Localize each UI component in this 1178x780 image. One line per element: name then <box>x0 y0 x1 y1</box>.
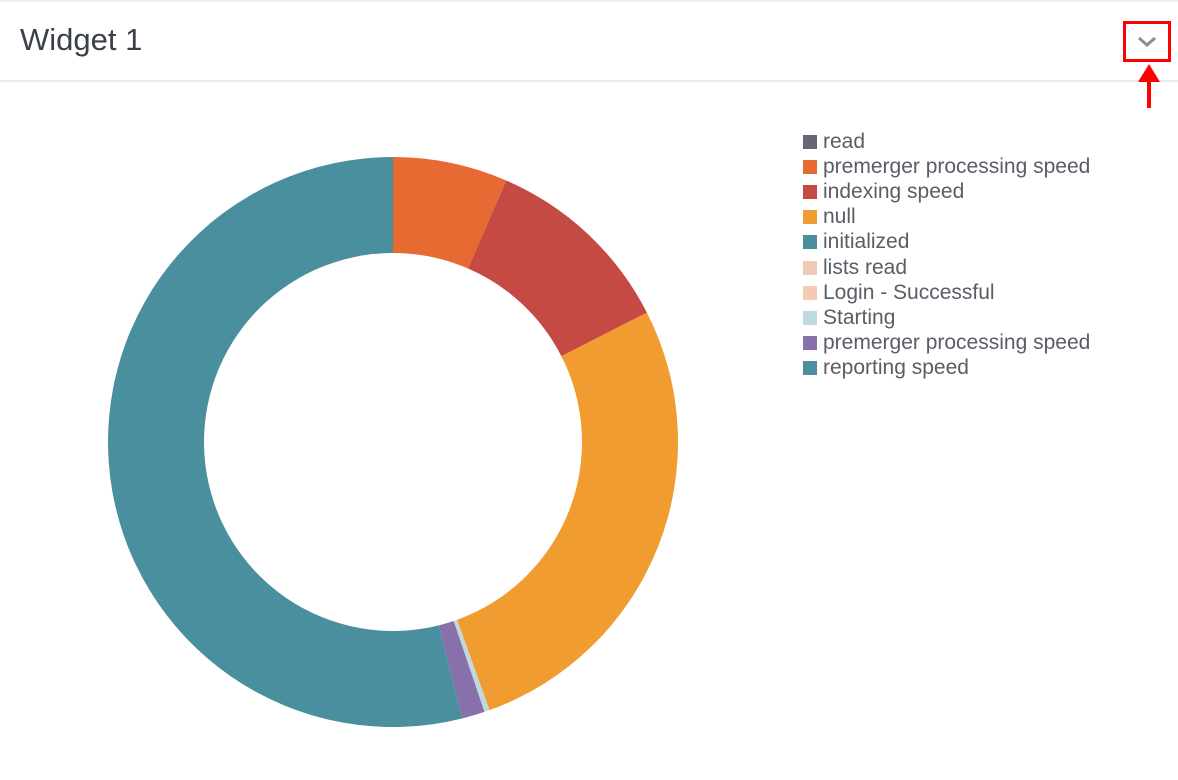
legend-label: reporting speed <box>823 356 969 380</box>
legend-item[interactable]: lists read <box>803 255 1090 280</box>
arrow-up-icon <box>1138 64 1160 108</box>
legend-item[interactable]: null <box>803 205 1090 230</box>
donut-slice[interactable] <box>457 312 678 711</box>
widget-title: Widget 1 <box>20 22 143 57</box>
legend-swatch <box>803 285 817 300</box>
widget-header: Widget 1 <box>0 2 1178 82</box>
legend-label: read <box>823 129 866 153</box>
legend-label: indexing speed <box>823 179 965 203</box>
donut-slice[interactable] <box>438 621 485 719</box>
collapse-toggle-button[interactable] <box>1123 21 1171 62</box>
legend-swatch <box>803 210 817 225</box>
legend-item[interactable]: premerger processing speed <box>803 154 1090 179</box>
legend-item[interactable]: read <box>803 129 1090 154</box>
legend-item[interactable]: initialized <box>803 230 1090 255</box>
donut-slice[interactable] <box>107 157 463 728</box>
donut-slice[interactable] <box>453 619 490 712</box>
legend-label: null <box>823 205 856 229</box>
legend-item[interactable]: Login - Successful <box>803 280 1090 305</box>
legend-label: lists read <box>823 255 908 279</box>
top-border <box>0 0 1178 2</box>
legend-item[interactable]: reporting speed <box>803 356 1090 381</box>
legend-swatch <box>803 184 817 199</box>
legend-swatch <box>803 159 817 174</box>
legend-swatch <box>803 336 817 351</box>
legend-swatch <box>803 361 817 376</box>
donut-slice[interactable] <box>393 157 507 269</box>
legend-item[interactable]: Starting <box>803 305 1090 330</box>
chevron-down-icon <box>1138 36 1156 47</box>
legend-swatch <box>803 260 817 275</box>
donut-slice[interactable] <box>468 180 647 357</box>
legend-swatch <box>803 235 817 250</box>
chart-legend: read premerger processing speed indexing s… <box>803 129 1090 381</box>
legend-label: premerger processing speed <box>823 154 1091 178</box>
legend-item[interactable]: indexing speed <box>803 179 1090 204</box>
legend-label: Starting <box>823 305 896 329</box>
legend-swatch <box>803 134 817 149</box>
legend-label: initialized <box>823 230 910 254</box>
legend-label: premerger processing speed <box>823 331 1091 355</box>
legend-label: Login - Successful <box>823 280 995 304</box>
legend-item[interactable]: premerger processing speed <box>803 331 1090 356</box>
donut-chart <box>107 157 678 728</box>
legend-swatch <box>803 310 817 325</box>
